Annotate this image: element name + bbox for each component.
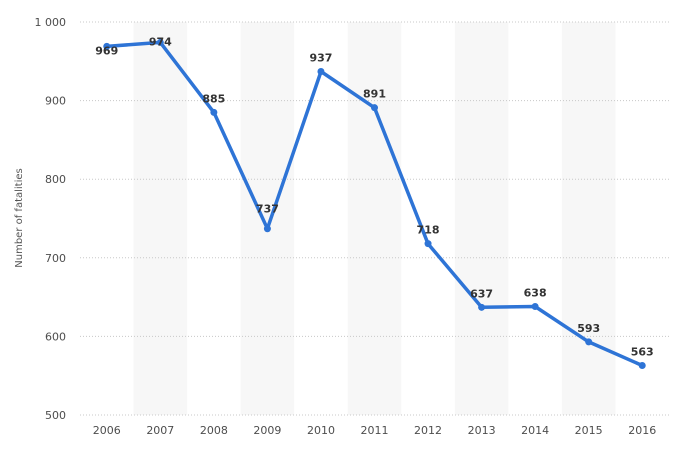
data-label: 891: [363, 88, 386, 101]
column-band: [454, 22, 509, 415]
column-band: [347, 22, 402, 415]
x-tick-label: 2015: [575, 424, 603, 437]
data-points: [103, 38, 646, 369]
data-point: [531, 303, 539, 311]
y-tick-label: 800: [45, 173, 66, 186]
y-tick-label: 600: [45, 330, 66, 343]
data-point: [478, 303, 486, 311]
data-label: 737: [256, 203, 279, 216]
column-bands: [133, 22, 616, 415]
data-label: 718: [417, 224, 440, 237]
data-label: 974: [149, 35, 172, 48]
data-label: 969: [95, 44, 118, 57]
y-axis-title: Number of fatalities: [14, 168, 25, 267]
data-point: [424, 240, 432, 248]
y-tick-label: 700: [45, 252, 66, 265]
data-point: [156, 38, 164, 46]
x-tick-label: 2014: [521, 424, 549, 437]
data-point: [317, 68, 325, 76]
data-label: 937: [309, 52, 332, 65]
column-band: [561, 22, 616, 415]
x-tick-label: 2013: [468, 424, 496, 437]
column-band: [133, 22, 188, 415]
column-band: [240, 22, 295, 415]
data-point: [585, 338, 593, 346]
x-tick-label: 2009: [253, 424, 281, 437]
y-axis: 500 600 700 800 900 1 000: [35, 16, 67, 422]
x-tick-label: 2008: [200, 424, 228, 437]
x-axis: 2006 2007 2008 2009 2010 2011 2012 2013 2014 2015…: [93, 424, 656, 437]
y-tick-label: 1 000: [35, 16, 67, 29]
x-tick-label: 2010: [307, 424, 335, 437]
x-tick-label: 2011: [361, 424, 389, 437]
data-point: [263, 225, 271, 233]
data-label: 563: [631, 345, 654, 358]
y-tick-label: 900: [45, 95, 66, 108]
x-tick-label: 2016: [628, 424, 656, 437]
data-label: 593: [577, 322, 600, 335]
data-point: [371, 104, 378, 112]
x-tick-label: 2007: [146, 424, 174, 437]
data-label: 638: [524, 287, 547, 300]
data-labels: 969 974 885 737 937 891 718 637 638 593 563: [95, 35, 653, 358]
data-label: 885: [202, 92, 225, 105]
data-point: [210, 108, 218, 116]
gridlines: [80, 21, 669, 416]
data-point: [638, 361, 646, 369]
x-tick-label: 2006: [93, 424, 121, 437]
data-point: [103, 42, 111, 50]
data-label: 637: [470, 287, 493, 300]
x-tick-label: 2012: [414, 424, 442, 437]
y-tick-label: 500: [45, 409, 66, 422]
